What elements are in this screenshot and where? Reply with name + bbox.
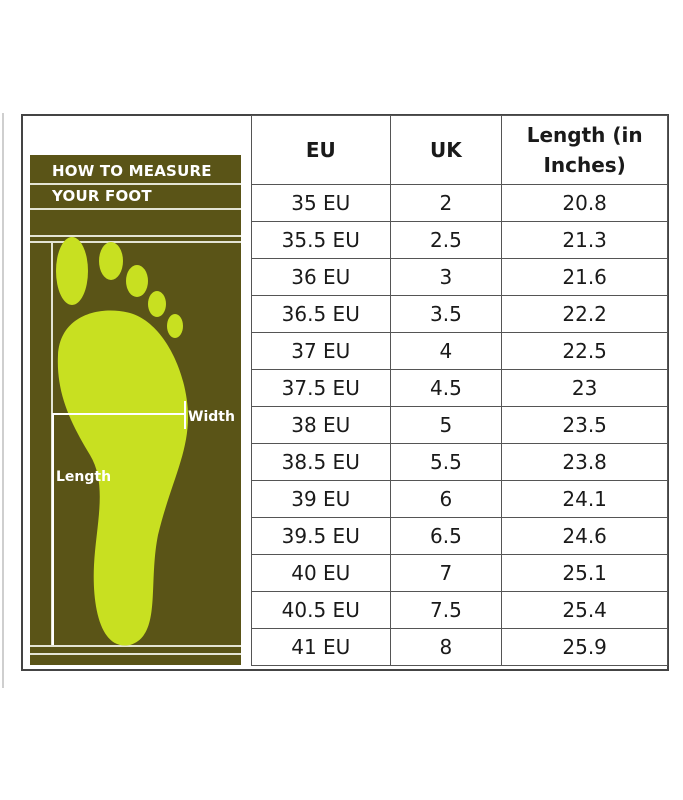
guide-divider <box>30 235 241 237</box>
cell-eu: 37.5 EU <box>251 369 391 407</box>
cell-eu: 38.5 EU <box>251 443 391 481</box>
cell-length: 24.1 <box>501 480 668 518</box>
table-row: 36.5 EU 3.5 22.2 <box>251 295 668 333</box>
table-row: 37.5 EU 4.5 23 <box>251 369 668 407</box>
how-to-measure-panel: HOW TO MEASURE YOUR FOOT Width Length <box>30 155 241 665</box>
guide-title-line2: YOUR FOOT <box>52 187 152 205</box>
cell-uk: 2 <box>389 184 503 222</box>
guide-divider <box>30 653 241 655</box>
cell-uk: 8 <box>389 628 503 666</box>
table-row: 38 EU 5 23.5 <box>251 406 668 444</box>
cell-uk: 5 <box>389 406 503 444</box>
table-row: 39 EU 6 24.1 <box>251 480 668 518</box>
cell-length: 24.6 <box>501 517 668 555</box>
cell-eu: 36.5 EU <box>251 295 391 333</box>
guide-divider <box>30 208 241 210</box>
cell-uk: 2.5 <box>389 221 503 259</box>
table-row: 39.5 EU 6.5 24.6 <box>251 517 668 555</box>
cell-length: 23.8 <box>501 443 668 481</box>
cell-length: 23 <box>501 369 668 407</box>
cell-length: 20.8 <box>501 184 668 222</box>
cell-length: 23.5 <box>501 406 668 444</box>
cell-eu: 37 EU <box>251 332 391 370</box>
table-row: 36 EU 3 21.6 <box>251 258 668 296</box>
footprint-icon <box>52 237 189 646</box>
cell-uk: 4.5 <box>389 369 503 407</box>
table-row: 35.5 EU 2.5 21.3 <box>251 221 668 259</box>
cell-eu: 39.5 EU <box>251 517 391 555</box>
width-label: Width <box>188 409 235 425</box>
cell-length: 22.2 <box>501 295 668 333</box>
table-header-row: EU UK Length (in Inches) <box>251 115 668 185</box>
cell-eu: 40 EU <box>251 554 391 592</box>
header-eu: EU <box>251 115 391 185</box>
cell-eu: 36 EU <box>251 258 391 296</box>
header-uk: UK <box>389 115 503 185</box>
cell-eu: 35 EU <box>251 184 391 222</box>
cell-eu: 39 EU <box>251 480 391 518</box>
guide-divider <box>30 241 241 243</box>
cell-uk: 6.5 <box>389 517 503 555</box>
cell-uk: 5.5 <box>389 443 503 481</box>
guide-divider <box>30 183 241 185</box>
length-label: Length <box>56 469 112 485</box>
cell-length: 25.4 <box>501 591 668 629</box>
header-length-line1: Length (in <box>526 123 643 147</box>
cell-eu: 41 EU <box>251 628 391 666</box>
header-length-line2: Inches) <box>543 153 626 177</box>
cell-length: 22.5 <box>501 332 668 370</box>
table-row: 38.5 EU 5.5 23.8 <box>251 443 668 481</box>
left-edge-rule <box>2 113 4 688</box>
table-row: 40 EU 7 25.1 <box>251 554 668 592</box>
cell-uk: 6 <box>389 480 503 518</box>
guide-title-line1: HOW TO MEASURE <box>52 162 212 180</box>
cell-length: 21.6 <box>501 258 668 296</box>
cell-eu: 38 EU <box>251 406 391 444</box>
cell-length: 25.9 <box>501 628 668 666</box>
cell-uk: 3.5 <box>389 295 503 333</box>
table-row: 37 EU 4 22.5 <box>251 332 668 370</box>
cell-uk: 7 <box>389 554 503 592</box>
table-row: 40.5 EU 7.5 25.4 <box>251 591 668 629</box>
cell-uk: 3 <box>389 258 503 296</box>
header-length: Length (in Inches) <box>501 115 668 185</box>
shoe-size-table: EU UK Length (in Inches) 35 EU 2 20.8 35.5… <box>251 115 668 666</box>
guide-divider <box>30 645 241 647</box>
cell-uk: 4 <box>389 332 503 370</box>
cell-uk: 7.5 <box>389 591 503 629</box>
table-row: 41 EU 8 25.9 <box>251 628 668 666</box>
cell-eu: 40.5 EU <box>251 591 391 629</box>
cell-eu: 35.5 EU <box>251 221 391 259</box>
cell-length: 21.3 <box>501 221 668 259</box>
table-row: 35 EU 2 20.8 <box>251 184 668 222</box>
cell-length: 25.1 <box>501 554 668 592</box>
